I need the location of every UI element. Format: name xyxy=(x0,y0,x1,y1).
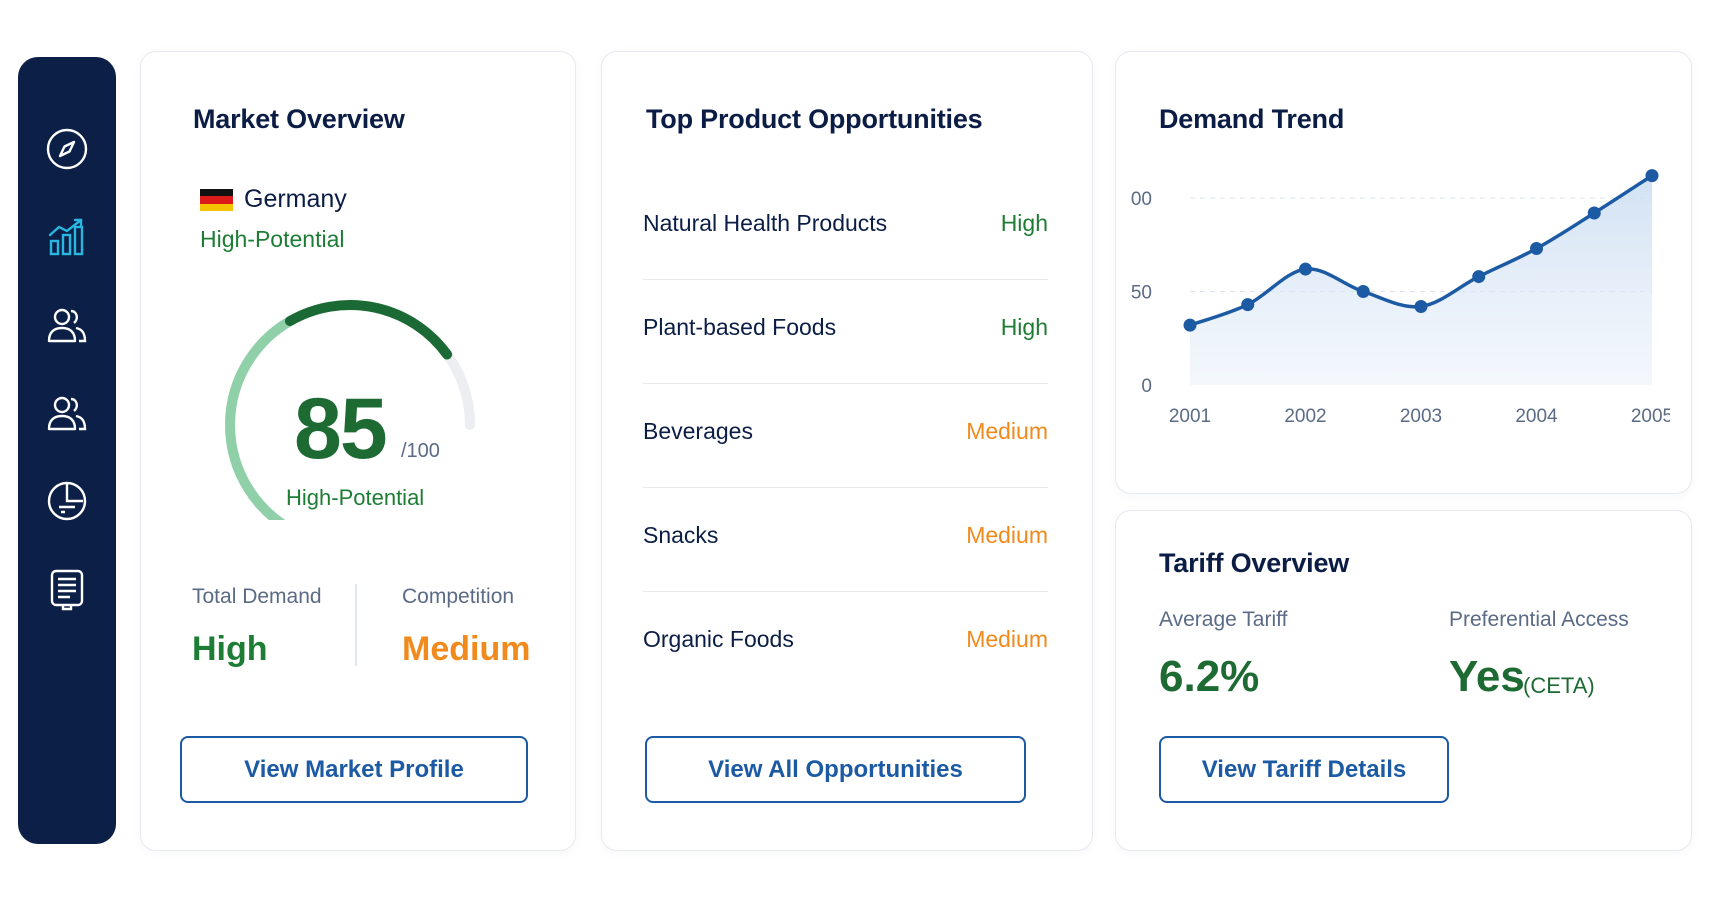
compass-icon[interactable] xyxy=(43,125,91,173)
y-tick-label: 50 xyxy=(1131,283,1152,304)
opportunities-title: Top Product Opportunities xyxy=(646,104,983,134)
x-tick-label: 2003 xyxy=(1400,406,1442,427)
demand-trend-chart: 0 50 100 2001 2002 2003 2004 2005 xyxy=(1130,169,1670,427)
chart-data-point xyxy=(1472,270,1486,284)
opportunity-name: Organic Foods xyxy=(643,626,794,652)
bar-chart-icon[interactable] xyxy=(43,213,91,261)
chart-data-point xyxy=(1356,285,1370,299)
market-overview-card xyxy=(140,51,576,851)
opportunity-level: High xyxy=(1000,314,1048,340)
view-tariff-details-button[interactable]: View Tariff Details xyxy=(1159,736,1449,803)
y-tick-label: 0 xyxy=(1141,376,1152,397)
list-item[interactable]: Beverages Medium xyxy=(643,384,1048,488)
preferential-access-value: Yes xyxy=(1449,652,1525,701)
preferential-access-note: (CETA) xyxy=(1523,673,1595,698)
metric-divider xyxy=(355,584,357,666)
chart-data-point xyxy=(1587,206,1601,220)
chart-data-point xyxy=(1645,169,1659,183)
competition-value: Medium xyxy=(402,630,531,668)
opportunity-level: High xyxy=(1000,210,1048,236)
chart-data-point xyxy=(1414,299,1428,313)
demand-trend-title: Demand Trend xyxy=(1159,104,1345,134)
x-tick-label: 2001 xyxy=(1169,406,1211,427)
gauge-fill-dark xyxy=(285,300,453,360)
x-tick-label: 2002 xyxy=(1284,406,1326,427)
document-icon[interactable] xyxy=(43,565,91,613)
chart-data-point xyxy=(1241,298,1255,312)
list-item[interactable]: Plant-based Foods High xyxy=(643,280,1048,384)
preferential-access-label: Preferential Access xyxy=(1449,608,1629,631)
market-score-max: /100 xyxy=(401,440,440,462)
average-tariff-label: Average Tariff xyxy=(1159,608,1288,631)
gauge-label: High-Potential xyxy=(286,485,425,510)
market-overview-title: Market Overview xyxy=(193,104,405,134)
opportunity-name: Beverages xyxy=(643,418,753,444)
chart-data-point xyxy=(1299,262,1312,276)
opportunity-name: Plant-based Foods xyxy=(643,314,837,340)
opportunities-card xyxy=(601,51,1093,851)
chart-data-point xyxy=(1183,318,1197,332)
list-item[interactable]: Organic Foods Medium xyxy=(643,592,1048,696)
market-score: 85 xyxy=(294,381,388,477)
view-market-profile-button[interactable]: View Market Profile xyxy=(180,736,528,803)
y-tick-label: 100 xyxy=(1130,189,1152,210)
list-item[interactable]: Natural Health Products High xyxy=(643,176,1048,280)
list-item[interactable]: Snacks Medium xyxy=(643,488,1048,592)
view-all-opportunities-button[interactable]: View All Opportunities xyxy=(645,736,1026,803)
country-status: High-Potential xyxy=(200,226,345,252)
opportunity-level: Medium xyxy=(966,522,1048,548)
tariff-overview-title: Tariff Overview xyxy=(1159,548,1350,578)
total-demand-label: Total Demand xyxy=(192,585,322,608)
sidebar xyxy=(18,57,116,844)
chart-area-fill xyxy=(1190,175,1652,385)
users-alt-icon[interactable] xyxy=(43,389,91,437)
average-tariff-value: 6.2% xyxy=(1159,652,1260,701)
users-icon[interactable] xyxy=(43,301,91,349)
opportunity-name: Snacks xyxy=(643,522,719,548)
x-tick-label: 2004 xyxy=(1515,406,1558,427)
country-name: Germany xyxy=(244,185,347,213)
total-demand-value: High xyxy=(192,630,268,668)
opportunity-level: Medium xyxy=(966,418,1048,444)
opportunity-level: Medium xyxy=(966,626,1048,652)
competition-label: Competition xyxy=(402,585,515,608)
pie-chart-icon[interactable] xyxy=(43,477,91,525)
germany-flag-icon xyxy=(200,189,233,211)
chart-data-point xyxy=(1530,242,1543,256)
opportunity-name: Natural Health Products xyxy=(643,210,888,236)
x-tick-label: 2005 xyxy=(1631,406,1670,427)
gauge-fill-light xyxy=(225,316,295,520)
potential-gauge xyxy=(225,299,475,520)
